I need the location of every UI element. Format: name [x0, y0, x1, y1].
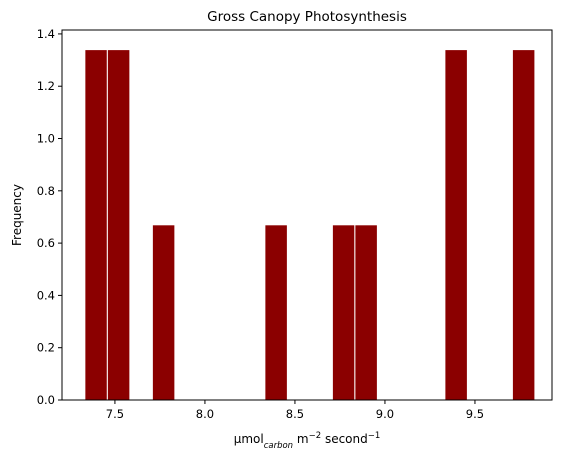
bar — [264, 224, 288, 401]
x-tick-label: 9.5 — [466, 407, 484, 421]
y-tick-label: 0.6 — [37, 236, 55, 250]
x-axis-label-part: m — [293, 432, 309, 446]
chart-title: Gross Canopy Photosynthesis — [207, 9, 407, 25]
y-tick-label: 0.2 — [37, 341, 55, 355]
x-axis-label-part: −1 — [368, 431, 381, 441]
y-tick-label: 1.2 — [37, 79, 55, 93]
x-axis-label: μmolcarbon m−2 second−1 — [234, 431, 381, 451]
x-tick-label: 8.0 — [196, 407, 214, 421]
x-tick-label: 8.5 — [286, 407, 304, 421]
y-axis-label: Frequency — [10, 184, 24, 246]
bar — [331, 224, 356, 401]
x-axis-label-part: second — [321, 432, 368, 446]
bar — [151, 224, 176, 401]
axes-frame — [61, 29, 553, 401]
x-axis-label-part: μmol — [234, 432, 264, 446]
x-tick-label: 9.0 — [376, 407, 394, 421]
bar — [354, 224, 378, 401]
x-tick-label: 7.5 — [106, 407, 124, 421]
y-tick-label: 1.4 — [37, 27, 55, 41]
y-tick-label: 1.0 — [37, 132, 55, 146]
y-tick-label: 0.4 — [37, 288, 55, 302]
bar — [511, 49, 536, 401]
x-axis-label-part: −2 — [309, 431, 322, 441]
bar — [444, 49, 468, 401]
x-axis-label-part: carbon — [264, 441, 293, 451]
y-tick-label: 0.0 — [37, 393, 55, 407]
bar — [84, 49, 108, 401]
bar — [106, 49, 131, 401]
y-tick-label: 0.8 — [37, 184, 55, 198]
